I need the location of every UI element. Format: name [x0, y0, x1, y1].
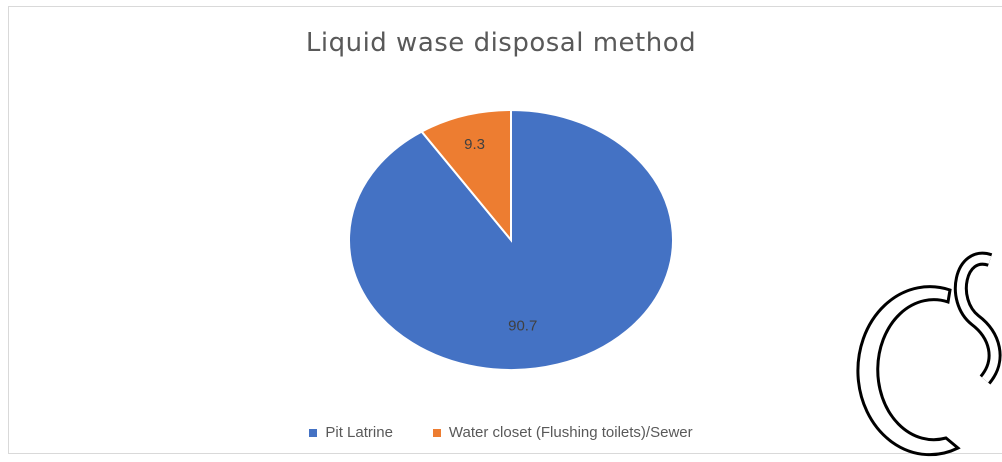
legend-swatch-pit-latrine: [309, 428, 318, 437]
pie-data-label-0: 90.7: [508, 318, 537, 335]
pie-data-label-1: 9.3: [464, 136, 485, 153]
pie-slice-0: [348, 108, 674, 371]
legend-item-pit-latrine: Pit Latrine: [309, 424, 393, 441]
legend-label-pit-latrine: Pit Latrine: [325, 424, 393, 441]
pie-slice-1: [420, 108, 512, 243]
chart-title: Liquid wase disposal method: [305, 28, 697, 58]
legend-label-water-closet: Water closet (Flushing toilets)/Sewer: [448, 424, 693, 441]
legend: Pit Latrine Water closet (Flushing toile…: [0, 424, 1002, 441]
legend-item-water-closet: Water closet (Flushing toilets)/Sewer: [432, 424, 693, 441]
legend-swatch-water-closet: [432, 428, 441, 437]
